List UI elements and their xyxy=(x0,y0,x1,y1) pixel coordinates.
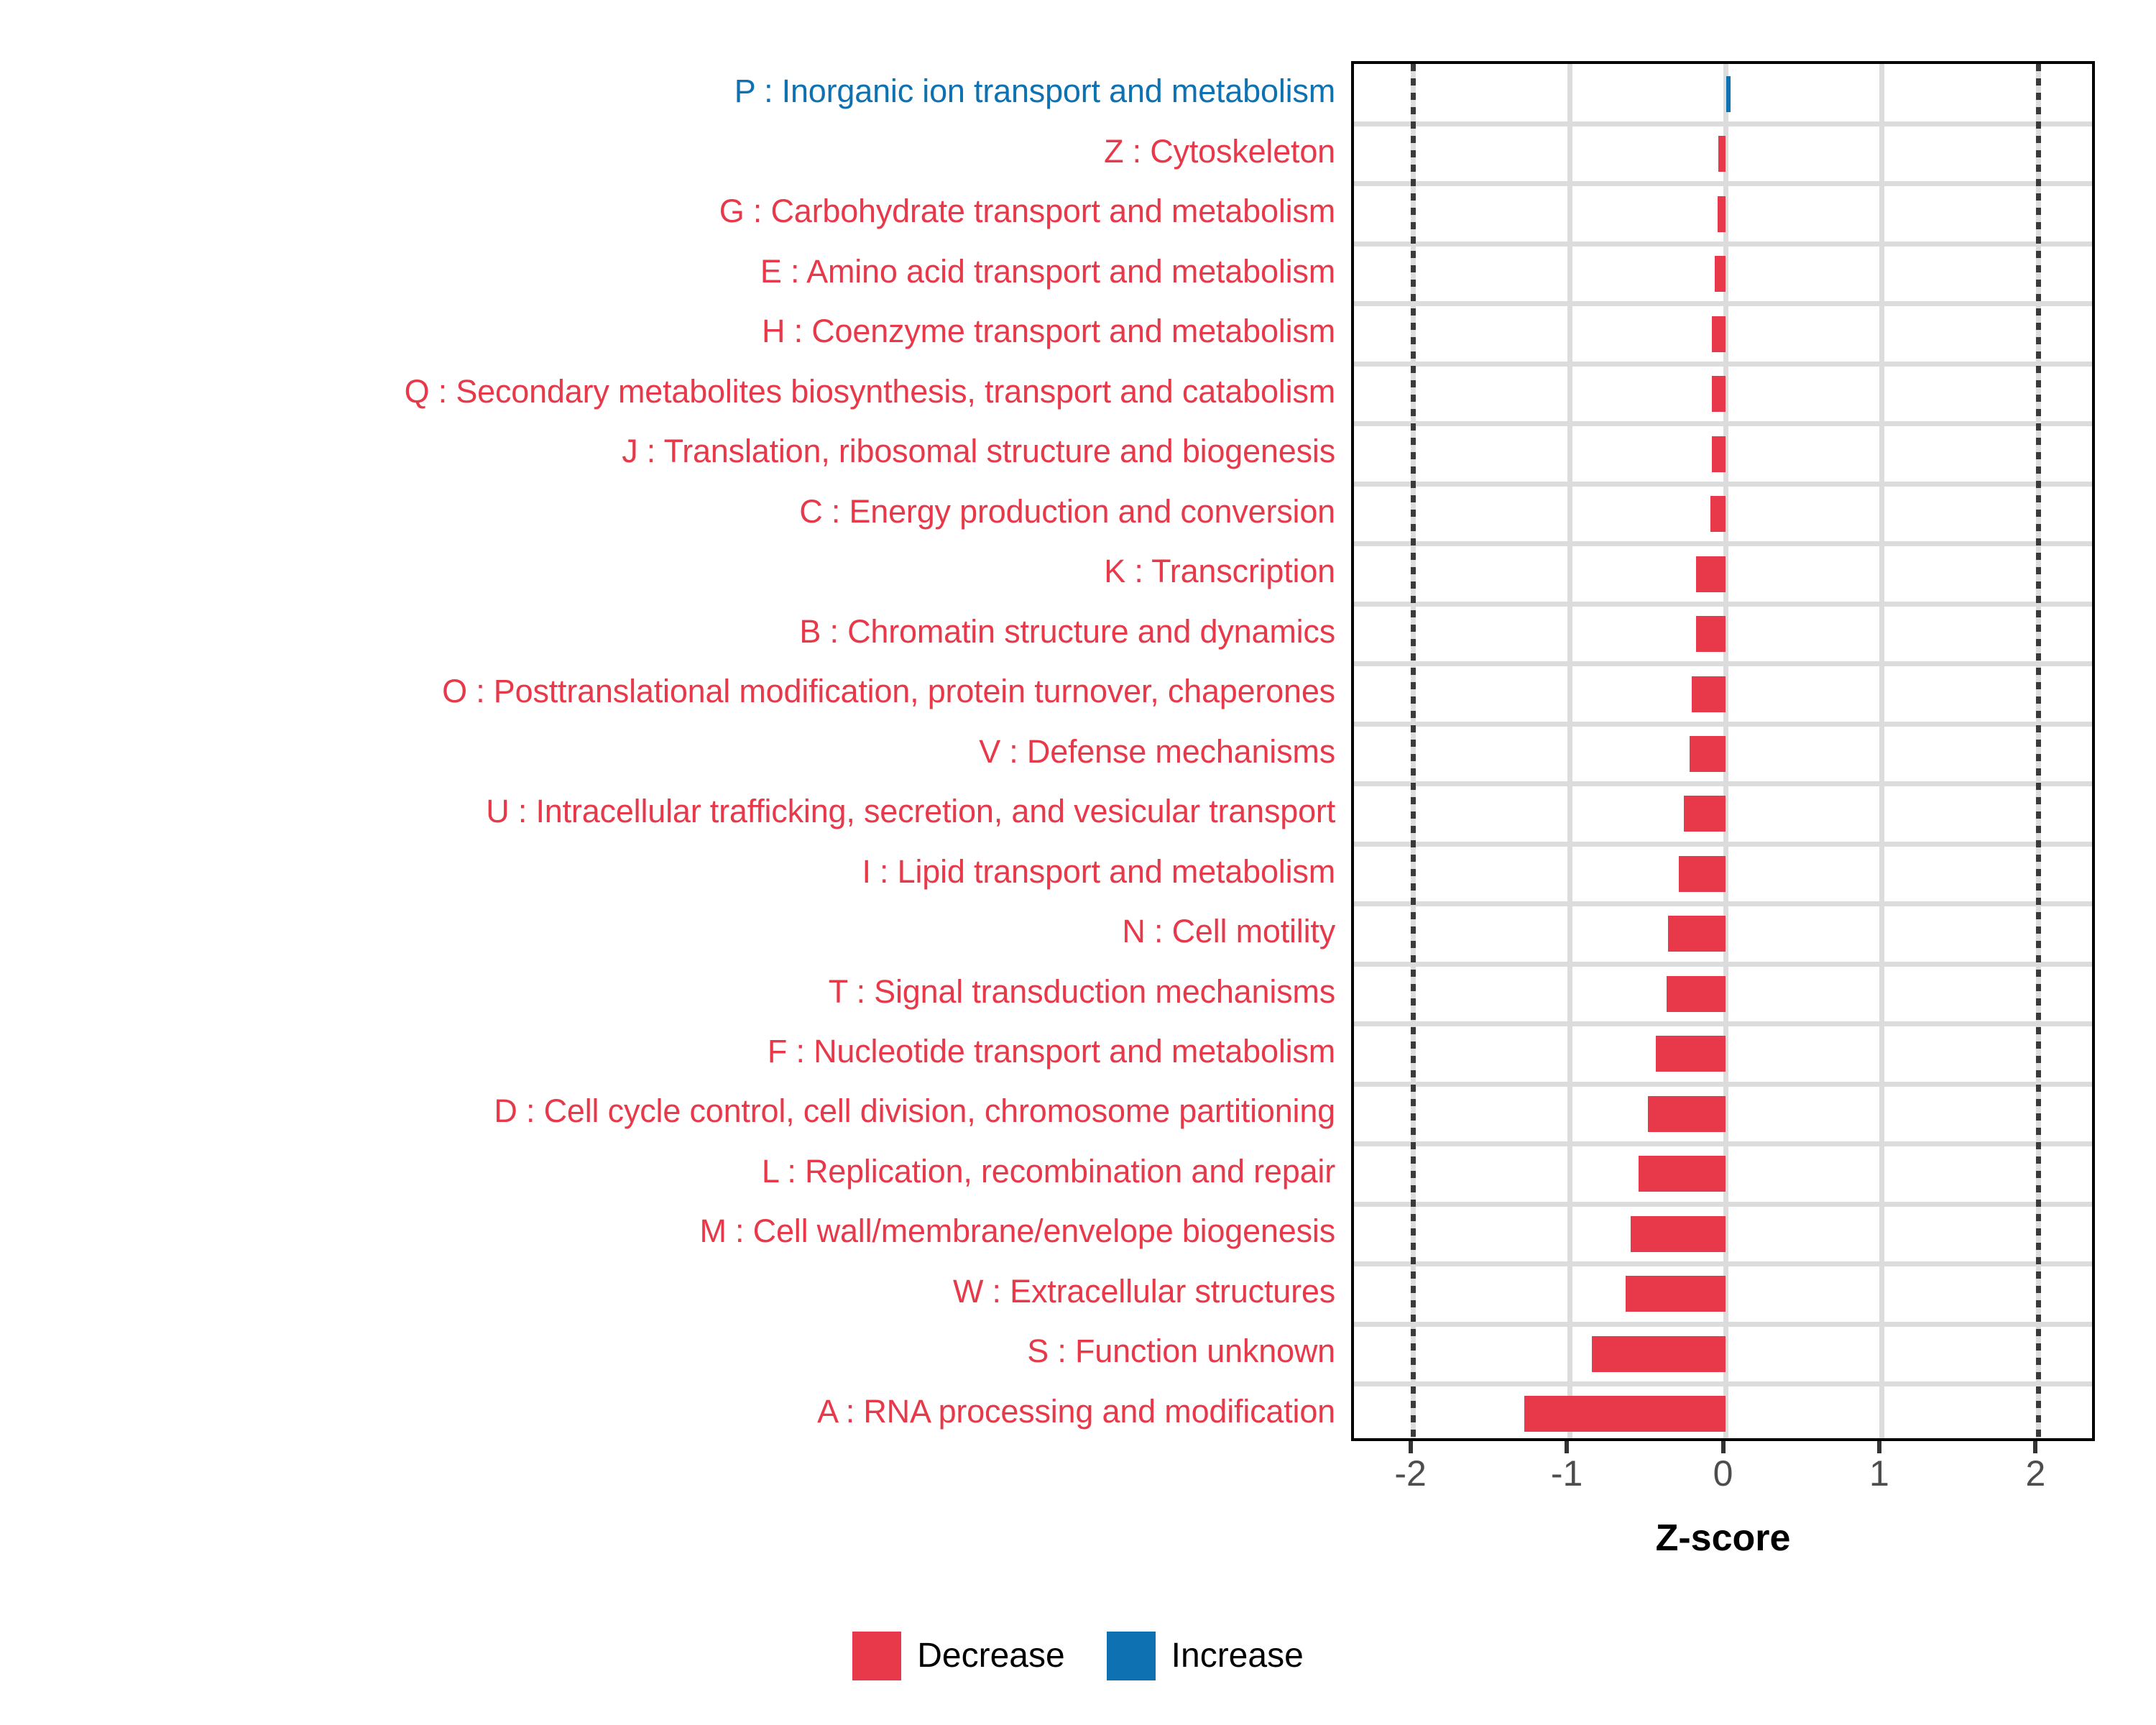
category-label: A : RNA processing and modification xyxy=(817,1392,1335,1430)
horizontal-gridline xyxy=(1354,481,2092,487)
bar xyxy=(1710,496,1726,533)
x-tick-label: -1 xyxy=(1550,1453,1583,1494)
category-label: U : Intracellular trafficking, secretion… xyxy=(486,793,1335,830)
category-label: V : Defense mechanisms xyxy=(979,732,1335,770)
horizontal-gridline xyxy=(1354,781,2092,787)
horizontal-gridline xyxy=(1354,181,2092,187)
category-label: E : Amino acid transport and metabolism xyxy=(760,252,1335,290)
bar xyxy=(1683,796,1726,832)
reference-line xyxy=(1411,64,1416,1438)
bar xyxy=(1591,1335,1726,1372)
bar xyxy=(1691,676,1726,712)
bar xyxy=(1638,1156,1726,1192)
legend-label: Decrease xyxy=(917,1637,1065,1675)
x-tick-label: 0 xyxy=(1713,1453,1733,1494)
category-label: B : Chromatin structure and dynamics xyxy=(799,612,1335,650)
reference-line xyxy=(2035,64,2041,1438)
legend-swatch-increase xyxy=(1106,1632,1156,1680)
bar xyxy=(1655,1036,1726,1072)
bar xyxy=(1696,556,1726,592)
horizontal-gridline xyxy=(1354,1261,2092,1267)
bar xyxy=(1711,376,1726,413)
x-tick-label: 1 xyxy=(1869,1453,1889,1494)
category-label: M : Cell wall/membrane/envelope biogenes… xyxy=(699,1213,1335,1250)
x-tick xyxy=(2033,1441,2038,1453)
vertical-gridline xyxy=(1723,64,1728,1438)
category-label: T : Signal transduction mechanisms xyxy=(828,972,1335,1010)
bar xyxy=(1626,1276,1726,1312)
x-tick xyxy=(1876,1441,1881,1453)
category-label: O : Posttranslational modification, prot… xyxy=(442,673,1335,710)
horizontal-gridline xyxy=(1354,661,2092,667)
horizontal-gridline xyxy=(1354,1321,2092,1327)
category-label: J : Translation, ribosomal structure and… xyxy=(622,433,1335,470)
bar xyxy=(1717,196,1726,232)
category-label: S : Function unknown xyxy=(1027,1333,1335,1370)
bar xyxy=(1718,136,1726,172)
horizontal-gridline xyxy=(1354,1141,2092,1147)
x-axis: -2 -1 0 1 2 xyxy=(1351,1441,2095,1535)
legend-item[interactable]: Decrease xyxy=(852,1632,1065,1680)
category-label: N : Cell motility xyxy=(1122,913,1335,950)
horizontal-gridline xyxy=(1354,541,2092,547)
bar xyxy=(1666,975,1726,1012)
category-label: W : Extracellular structures xyxy=(952,1272,1335,1310)
category-label: K : Transcription xyxy=(1104,553,1335,590)
legend-item[interactable]: Increase xyxy=(1106,1632,1304,1680)
horizontal-gridline xyxy=(1354,1381,2092,1387)
horizontal-gridline xyxy=(1354,421,2092,427)
horizontal-gridline xyxy=(1354,841,2092,847)
bar xyxy=(1711,316,1726,352)
horizontal-gridline xyxy=(1354,1021,2092,1027)
vertical-gridline xyxy=(1567,64,1572,1438)
category-label: G : Carbohydrate transport and metabolis… xyxy=(719,193,1335,230)
category-label: Q : Secondary metabolites biosynthesis, … xyxy=(404,372,1336,410)
category-label: C : Energy production and conversion xyxy=(799,492,1335,530)
horizontal-gridline xyxy=(1354,121,2092,126)
x-tick-label: -2 xyxy=(1394,1453,1427,1494)
horizontal-gridline xyxy=(1354,301,2092,307)
legend-swatch-decrease xyxy=(852,1632,902,1680)
horizontal-gridline xyxy=(1354,241,2092,247)
legend: Decrease Increase xyxy=(0,1632,2156,1680)
bar xyxy=(1715,256,1726,293)
category-label: Z : Cytoskeleton xyxy=(1104,132,1335,170)
x-tick-label: 2 xyxy=(2025,1453,2046,1494)
vertical-gridline xyxy=(1879,64,1885,1438)
horizontal-gridline xyxy=(1354,721,2092,727)
bar xyxy=(1679,855,1726,892)
category-label: P : Inorganic ion transport and metaboli… xyxy=(734,73,1335,110)
bar xyxy=(1696,616,1726,653)
bar xyxy=(1726,75,1731,112)
x-tick xyxy=(1408,1441,1413,1453)
category-axis-labels: P : Inorganic ion transport and metaboli… xyxy=(0,61,1351,1441)
horizontal-gridline xyxy=(1354,1081,2092,1087)
legend-label: Increase xyxy=(1171,1637,1304,1675)
x-tick xyxy=(1720,1441,1726,1453)
bar xyxy=(1647,1095,1726,1132)
bar xyxy=(1690,736,1726,772)
bar xyxy=(1630,1215,1726,1252)
bar xyxy=(1668,916,1726,952)
plot-area xyxy=(1354,64,2092,1438)
horizontal-gridline xyxy=(1354,601,2092,607)
horizontal-gridline xyxy=(1354,901,2092,907)
category-label: D : Cell cycle control, cell division, c… xyxy=(494,1092,1335,1130)
horizontal-gridline xyxy=(1354,1201,2092,1207)
bar xyxy=(1524,1396,1726,1432)
x-tick xyxy=(1565,1441,1570,1453)
category-label: H : Coenzyme transport and metabolism xyxy=(762,313,1335,350)
category-label: F : Nucleotide transport and metabolism xyxy=(767,1032,1335,1070)
category-label: I : Lipid transport and metabolism xyxy=(862,852,1335,890)
horizontal-gridline xyxy=(1354,361,2092,367)
category-label: L : Replication, recombination and repai… xyxy=(761,1152,1335,1190)
horizontal-gridline xyxy=(1354,961,2092,967)
plot-panel xyxy=(1351,61,2095,1441)
bar xyxy=(1711,436,1726,472)
x-axis-title: Z-score xyxy=(1655,1517,1791,1559)
